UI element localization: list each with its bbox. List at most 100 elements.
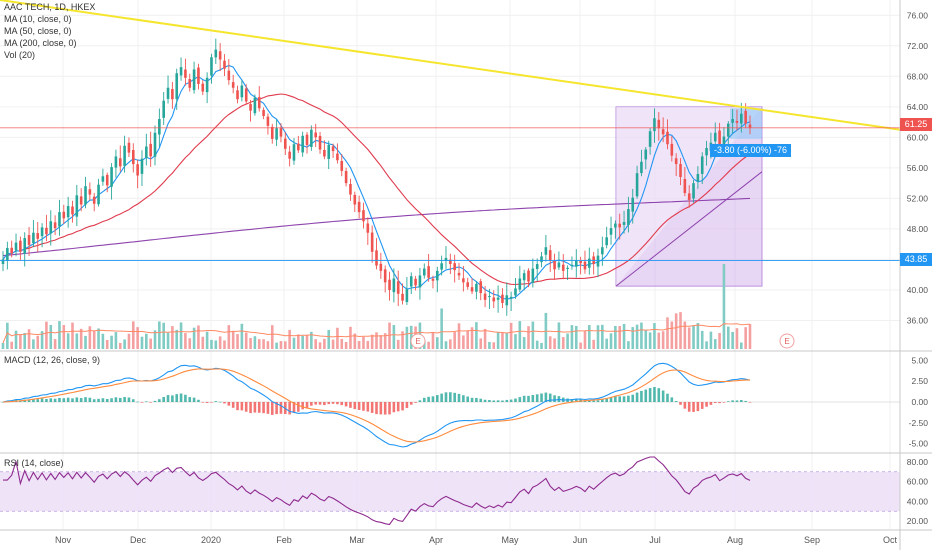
- price-tick-label: 36.00: [907, 315, 929, 325]
- candle-body: [362, 210, 365, 222]
- ma200-legend[interactable]: MA (200, close, 0): [4, 38, 77, 48]
- volume-bar: [635, 324, 639, 349]
- price-tick-label: 56.00: [907, 163, 929, 173]
- macd-histogram-bar: [475, 397, 478, 402]
- volume-bar: [492, 342, 496, 349]
- volume-bar: [683, 321, 687, 349]
- macd-histogram-bar: [266, 402, 270, 414]
- macd-histogram-bar: [700, 402, 704, 409]
- candle-body: [601, 247, 604, 255]
- macd-histogram-bar: [275, 402, 278, 415]
- macd-histogram-bar: [58, 397, 61, 402]
- volume-bar: [518, 321, 522, 349]
- volume-bar: [648, 332, 652, 349]
- macd-histogram-bar: [548, 393, 552, 402]
- volume-bar: [292, 337, 296, 349]
- candle-body: [149, 143, 152, 157]
- volume-bar: [722, 264, 726, 349]
- volume-bar: [210, 339, 213, 349]
- candle-body: [1, 259, 5, 265]
- volume-bar: [40, 331, 44, 349]
- time-tick-label: Mar: [349, 535, 365, 545]
- macd-histogram-bar: [62, 398, 66, 402]
- candle-body: [388, 279, 391, 290]
- candle-body: [440, 263, 443, 270]
- candle-body: [53, 222, 57, 229]
- candle-body: [405, 289, 409, 303]
- ma10-legend[interactable]: MA (10, close, 0): [4, 14, 72, 24]
- volume-bar: [557, 322, 561, 349]
- macd-legend[interactable]: MACD (12, 26, close, 9): [4, 355, 101, 365]
- volume-bar: [6, 322, 9, 349]
- candle-body: [618, 223, 622, 228]
- macd-histogram-bar: [305, 402, 309, 409]
- macd-histogram-bar: [535, 394, 539, 402]
- volume-bar: [32, 339, 35, 349]
- volume-bar: [379, 335, 383, 349]
- volume-bar: [501, 332, 504, 349]
- candle-body: [531, 268, 535, 283]
- macd-histogram-bar: [496, 400, 500, 402]
- candle-body: [297, 143, 300, 151]
- volume-bar: [527, 326, 530, 349]
- volume-legend[interactable]: Vol (20): [4, 50, 36, 60]
- macd-histogram-bar: [470, 397, 474, 402]
- rsi-tick-label: 40.00: [907, 496, 929, 506]
- volume-bar: [622, 323, 626, 349]
- volume-bar: [396, 339, 400, 349]
- time-tick-label: Aug: [727, 535, 743, 545]
- macd-histogram-bar: [114, 397, 118, 402]
- volume-bar: [579, 342, 582, 349]
- price-tick-label: 60.00: [907, 132, 929, 142]
- volume-bar: [118, 342, 122, 349]
- ma50-legend[interactable]: MA (50, close, 0): [4, 26, 72, 36]
- volume-bar: [440, 308, 443, 349]
- candle-body: [631, 197, 635, 212]
- macd-histogram-bar: [88, 397, 92, 402]
- candle-body: [674, 158, 678, 165]
- volume-bar: [131, 321, 135, 349]
- candle-body: [279, 128, 283, 137]
- candle-body: [266, 116, 270, 126]
- time-tick-label: May: [501, 535, 519, 545]
- candle-body: [114, 156, 118, 168]
- macd-histogram-bar: [709, 402, 713, 405]
- volume-bar: [718, 333, 721, 349]
- volume-bar: [488, 341, 491, 349]
- macd-histogram-bar: [231, 402, 235, 408]
- volume-bar: [301, 335, 304, 349]
- candle-body: [270, 126, 274, 139]
- volume-bar: [75, 333, 79, 349]
- candle-body: [518, 278, 522, 290]
- candle-body: [657, 119, 661, 129]
- candle-body: [66, 206, 70, 218]
- candle-body: [596, 255, 600, 267]
- candle-body: [36, 233, 40, 239]
- volume-bar: [674, 313, 678, 349]
- candle-body: [475, 283, 478, 292]
- macd-histogram-bar: [79, 398, 83, 402]
- candle-body: [75, 195, 79, 217]
- macd-histogram-bar: [679, 402, 682, 405]
- volume-bar: [270, 325, 274, 349]
- rsi-legend[interactable]: RSI (14, close): [4, 458, 64, 468]
- candle-body: [640, 161, 643, 174]
- candle-body: [288, 151, 291, 159]
- volume-bar: [596, 325, 600, 349]
- macd-histogram-bar: [123, 397, 126, 402]
- volume-bar: [609, 333, 613, 349]
- candle-body: [392, 278, 396, 293]
- macd-histogram-bar: [427, 396, 430, 402]
- macd-histogram-bar: [401, 402, 404, 411]
- candle-body: [522, 273, 526, 281]
- volume-bar: [475, 322, 478, 349]
- macd-histogram-bar: [596, 400, 600, 402]
- candle-body: [327, 144, 331, 159]
- volume-bar: [162, 322, 165, 349]
- candle-body: [262, 109, 265, 116]
- rsi-band: [0, 471, 900, 512]
- candle-body: [105, 174, 109, 186]
- candle-body: [223, 60, 226, 69]
